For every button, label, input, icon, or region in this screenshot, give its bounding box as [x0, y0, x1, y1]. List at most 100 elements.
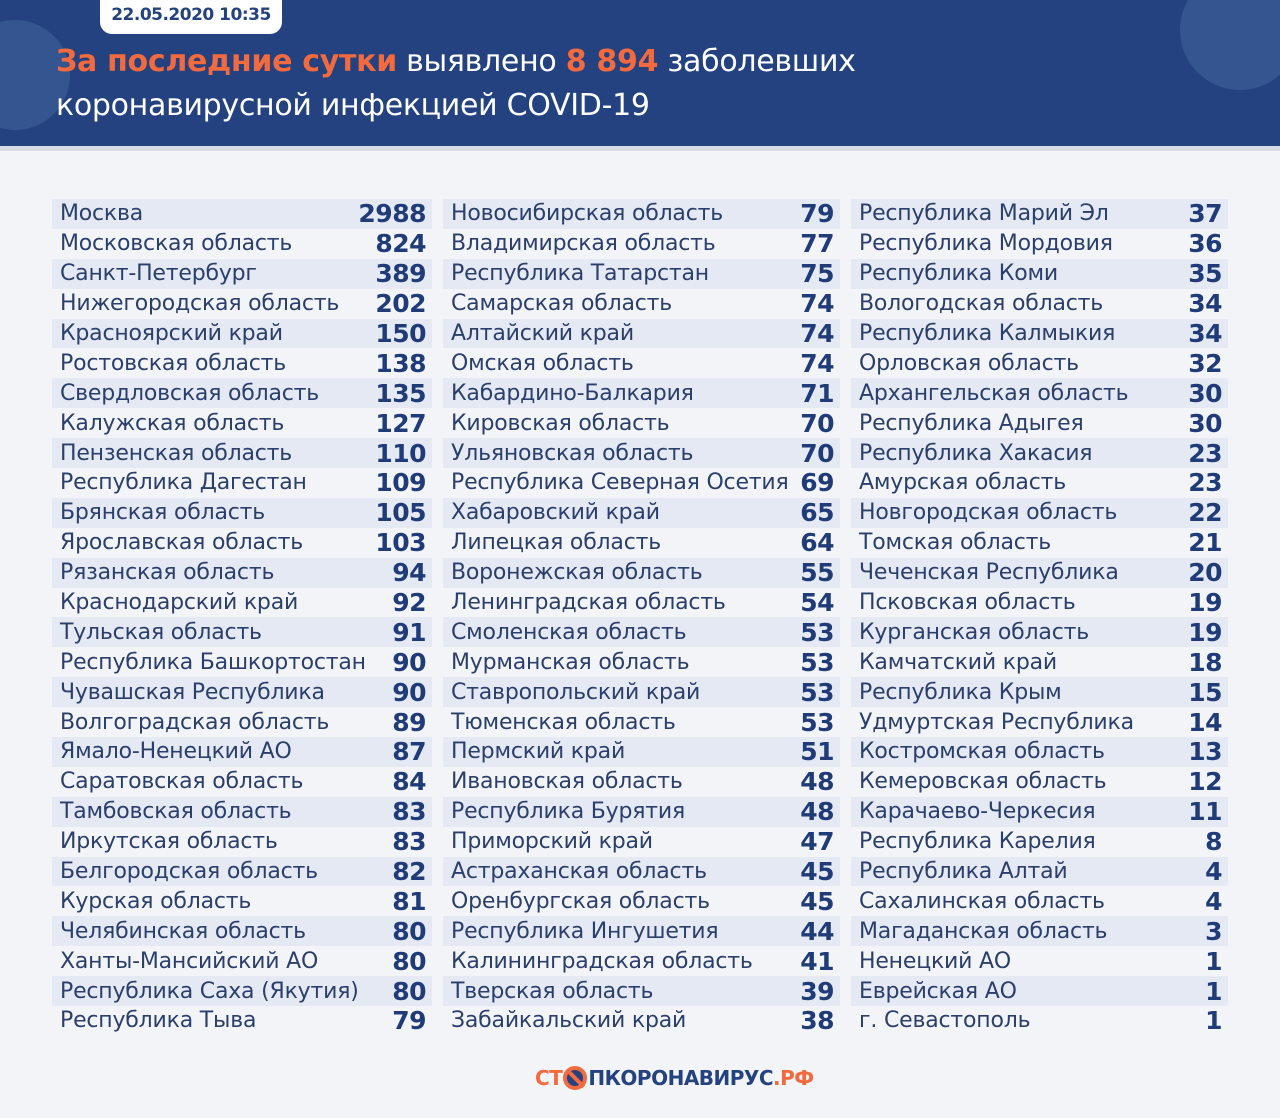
region-row: Сахалинская область 4 — [851, 886, 1228, 916]
region-row: Краснодарский край 92 — [52, 588, 432, 618]
region-name: Республика Карелия — [859, 829, 1096, 855]
region-name: Липецкая область — [451, 530, 661, 556]
region-row: Камчатский край 18 — [851, 647, 1228, 677]
headline-line2: коронавирусной инфекцией COVID-19 — [56, 88, 650, 123]
region-row: Оренбургская область 45 — [443, 886, 840, 916]
region-name: Республика Мордовия — [859, 231, 1113, 257]
region-name: Магаданская область — [859, 918, 1108, 944]
region-case-count: 35 — [1188, 259, 1222, 289]
region-row: Брянская область 105 — [52, 497, 432, 528]
region-name: Тульская область — [60, 619, 262, 645]
region-row: Кемеровская область 12 — [851, 767, 1228, 797]
case-count: 8 894 — [565, 44, 659, 79]
region-case-count: 19 — [1188, 617, 1222, 647]
region-row: Калининградская область 41 — [443, 946, 840, 976]
region-case-count: 82 — [392, 857, 426, 887]
region-case-count: 74 — [800, 289, 834, 319]
region-row: Республика Саха (Якутия) 80 — [52, 976, 432, 1007]
region-name: Астраханская область — [451, 859, 707, 885]
region-name: Ярославская область — [60, 530, 304, 556]
region-case-count: 23 — [1188, 468, 1222, 498]
region-name: Ленинградская область — [451, 590, 726, 616]
region-name: Ставропольский край — [451, 679, 701, 705]
region-row: Ненецкий АО 1 — [851, 946, 1228, 976]
region-row: Республика Башкортостан 90 — [52, 647, 432, 677]
region-row: Ярославская область 103 — [52, 528, 432, 558]
region-row: Амурская область 23 — [851, 468, 1228, 498]
region-name: Кемеровская область — [859, 769, 1107, 795]
region-case-count: 65 — [800, 498, 834, 528]
region-name: Калининградская область — [451, 948, 753, 974]
region-row: Архангельская область 30 — [851, 378, 1228, 409]
region-row: Тульская область 91 — [52, 617, 432, 648]
region-name: Ульяновская область — [451, 440, 694, 466]
region-name: Кабардино-Балкария — [451, 380, 694, 406]
region-case-count: 135 — [375, 378, 426, 408]
region-name: Республика Саха (Якутия) — [60, 978, 359, 1004]
region-row: Саратовская область 84 — [52, 767, 432, 797]
region-case-count: 38 — [800, 1006, 834, 1036]
region-case-count: 36 — [1188, 229, 1222, 259]
region-row: Псковская область 19 — [851, 588, 1228, 618]
region-case-count: 20 — [1188, 558, 1222, 588]
region-row: Волгоградская область 89 — [52, 707, 432, 737]
region-name: г. Севастополь — [859, 1008, 1031, 1034]
region-case-count: 22 — [1188, 498, 1222, 528]
region-name: Новосибирская область — [451, 201, 723, 227]
region-name: Камчатский край — [859, 649, 1057, 675]
region-row: Ханты-Мансийский АО 80 — [52, 946, 432, 976]
region-name: Ивановская область — [451, 769, 683, 795]
region-row: Чувашская Республика 90 — [52, 677, 432, 708]
region-name: Рязанская область — [60, 560, 275, 586]
region-row: Ульяновская область 70 — [443, 438, 840, 469]
region-row: Пензенская область 110 — [52, 438, 432, 469]
region-name: Мурманская область — [451, 649, 690, 675]
region-name: Республика Адыгея — [859, 410, 1084, 436]
region-case-count: 48 — [800, 797, 834, 827]
region-name: Московская область — [60, 231, 293, 257]
region-name: Томская область — [859, 530, 1052, 556]
region-name: Ямало-Ненецкий АО — [60, 739, 292, 765]
region-column-2: Новосибирская область 79 Владимирская обла… — [443, 199, 840, 1036]
region-row: Мурманская область 53 — [443, 647, 840, 677]
region-row: Республика Ингушетия 44 — [443, 916, 840, 947]
region-name: Курская область — [60, 888, 252, 914]
region-case-count: 81 — [392, 886, 426, 916]
region-case-count: 83 — [392, 797, 426, 827]
virus-stop-icon — [563, 1066, 588, 1090]
region-row: Республика Калмыкия 34 — [851, 318, 1228, 349]
region-name: Республика Бурятия — [451, 799, 686, 825]
region-row: Республика Адыгея 30 — [851, 408, 1228, 438]
region-case-count: 30 — [1188, 378, 1222, 408]
region-name: Курганская область — [859, 619, 1089, 645]
region-case-count: 53 — [800, 617, 834, 647]
region-case-count: 70 — [800, 438, 834, 468]
region-case-count: 71 — [800, 378, 834, 408]
region-case-count: 138 — [375, 348, 426, 378]
region-name: Белгородская область — [60, 859, 318, 885]
region-name: Забайкальский край — [451, 1008, 687, 1034]
region-row: Ямало-Ненецкий АО 87 — [52, 737, 432, 767]
region-name: Красноярский край — [60, 321, 283, 346]
region-case-count: 64 — [800, 528, 834, 558]
region-name: Еврейская АО — [859, 978, 1017, 1004]
region-case-count: 127 — [375, 408, 426, 438]
region-row: Санкт-Петербург 389 — [52, 258, 432, 289]
region-column-1: Москва 2988 Московская область 824 Санкт-Пет… — [52, 199, 432, 1036]
virus-decoration-icon — [1180, 0, 1280, 90]
region-case-count: 202 — [375, 289, 426, 319]
region-row: Белгородская область 82 — [52, 856, 432, 887]
region-row: Калужская область 127 — [52, 408, 432, 438]
region-case-count: 83 — [392, 827, 426, 857]
region-case-count: 3 — [1205, 916, 1222, 946]
region-case-count: 11 — [1188, 797, 1222, 827]
region-case-count: 54 — [800, 588, 834, 618]
region-name: Волгоградская область — [60, 709, 330, 735]
region-name: Краснодарский край — [60, 590, 299, 616]
region-row: Республика Карелия 8 — [851, 827, 1228, 857]
region-case-count: 41 — [800, 946, 834, 976]
region-row: Ростовская область 138 — [52, 348, 432, 378]
header-banner: 22.05.2020 10:35 За последние сутки выяв… — [0, 0, 1280, 146]
region-case-count: 70 — [800, 408, 834, 438]
headline-highlight: За последние сутки — [56, 44, 397, 79]
